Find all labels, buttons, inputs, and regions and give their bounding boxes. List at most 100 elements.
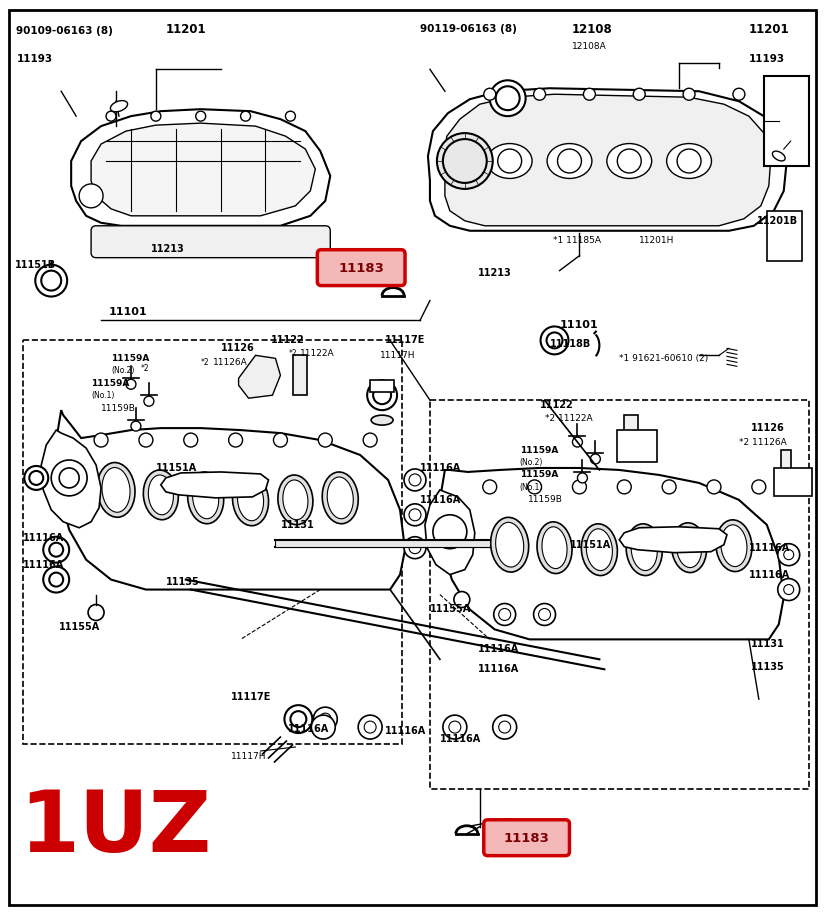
Text: 11116A: 11116A [289,724,330,734]
Text: 11122: 11122 [540,400,573,410]
Circle shape [493,604,516,626]
Circle shape [94,433,108,447]
Ellipse shape [626,523,662,576]
Text: 11117E: 11117E [385,336,426,345]
Text: 11201H: 11201H [639,236,675,245]
Ellipse shape [278,475,313,524]
Text: 11131: 11131 [751,640,785,650]
Text: *1 91621-60610 (2): *1 91621-60610 (2) [620,354,709,363]
Text: 11122: 11122 [271,336,304,345]
Text: *2: *2 [200,358,210,367]
Polygon shape [56,410,405,589]
Ellipse shape [144,470,178,520]
Circle shape [454,591,469,608]
Ellipse shape [587,529,612,571]
Circle shape [311,716,335,739]
Circle shape [662,480,676,494]
Circle shape [30,471,43,485]
Text: 11159B: 11159B [528,495,563,504]
Circle shape [707,480,721,494]
Circle shape [151,111,161,121]
Circle shape [404,504,426,526]
Ellipse shape [283,480,308,520]
Bar [774,468,812,496]
Circle shape [88,605,104,620]
Circle shape [373,386,391,404]
Circle shape [196,111,205,121]
Ellipse shape [716,520,752,572]
Text: 12108: 12108 [572,23,612,36]
Circle shape [578,473,587,483]
Ellipse shape [667,144,711,178]
Polygon shape [443,94,771,226]
Text: 11126: 11126 [220,343,254,353]
Circle shape [229,433,243,447]
Circle shape [437,133,493,188]
Text: 11135: 11135 [166,576,200,587]
Text: 11116A: 11116A [23,560,64,570]
Ellipse shape [97,463,135,517]
Circle shape [41,271,61,291]
Text: 11116A: 11116A [440,734,481,744]
Circle shape [539,608,550,620]
Polygon shape [440,468,784,640]
Circle shape [583,88,596,101]
Text: 11155A: 11155A [59,622,101,632]
Text: 11126A: 11126A [213,358,247,367]
Text: 11117E: 11117E [231,692,271,702]
Circle shape [546,332,563,349]
Ellipse shape [491,517,529,572]
Text: 90109-06163 (8): 90109-06163 (8) [16,27,113,37]
Circle shape [126,379,136,389]
Circle shape [241,111,251,121]
FancyBboxPatch shape [318,250,405,285]
Text: 11118B: 11118B [549,339,591,350]
Ellipse shape [542,527,567,568]
Text: 11116A: 11116A [420,495,461,505]
Circle shape [483,480,497,494]
Circle shape [364,721,376,733]
Text: 11126: 11126 [751,423,785,433]
Circle shape [752,480,766,494]
Circle shape [493,716,516,739]
Text: *2 11122A: *2 11122A [544,414,592,423]
Bar [430,400,808,789]
Ellipse shape [537,522,572,574]
Text: 11151A: 11151A [569,540,610,550]
Circle shape [50,543,64,556]
Circle shape [784,585,794,595]
Ellipse shape [582,523,617,576]
Polygon shape [41,430,101,528]
Text: 11116A: 11116A [478,644,519,654]
Text: 11117H: 11117H [231,752,266,761]
Bar [258,361,268,395]
Text: 11101: 11101 [559,320,598,330]
Text: 11116A: 11116A [23,533,64,543]
Polygon shape [91,124,315,216]
Circle shape [319,713,332,725]
Circle shape [443,139,487,183]
Text: (No.1): (No.1) [91,391,115,400]
Circle shape [184,433,198,447]
Text: 90119-06163 (8): 90119-06163 (8) [420,25,516,35]
Ellipse shape [238,479,263,521]
Ellipse shape [148,475,173,515]
Circle shape [498,608,511,620]
Bar [780,450,790,485]
Circle shape [733,88,745,101]
Circle shape [358,716,382,739]
Circle shape [573,480,587,494]
Circle shape [528,480,541,494]
Text: 11116A: 11116A [749,543,790,553]
Text: *2 11126A: *2 11126A [739,437,787,447]
Circle shape [617,149,641,173]
Circle shape [497,149,521,173]
Bar [294,355,308,395]
Circle shape [24,466,48,490]
Bar [764,76,808,166]
Circle shape [498,721,511,733]
Polygon shape [425,490,475,575]
Ellipse shape [631,529,658,571]
Circle shape [496,86,520,110]
Circle shape [677,149,701,173]
